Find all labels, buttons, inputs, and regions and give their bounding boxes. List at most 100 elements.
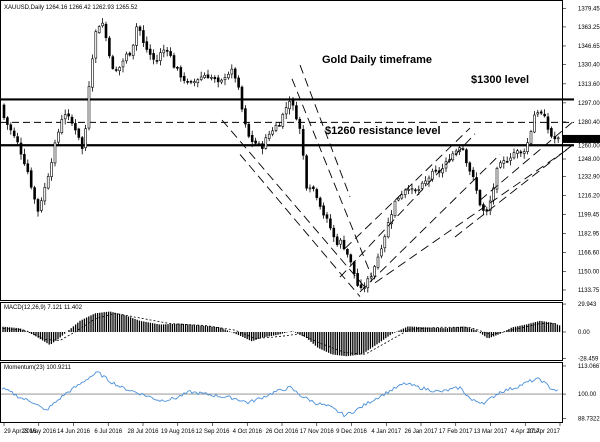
candle-body <box>533 114 536 133</box>
candle-body <box>186 81 189 83</box>
y-tick-label: 1182.95 <box>578 232 600 238</box>
candle-body <box>223 77 227 80</box>
y-tick-label: 1346.65 <box>578 44 600 50</box>
candle-body <box>475 177 478 191</box>
candle-body <box>352 261 356 275</box>
candle-body <box>50 162 53 177</box>
candle-body <box>46 176 50 189</box>
x-tick-label: 13 Mar 2017 <box>474 429 508 435</box>
candle-body <box>356 272 359 286</box>
candle-body <box>380 248 383 257</box>
candle-body <box>114 69 118 71</box>
candle-body <box>6 117 9 125</box>
candle-body <box>138 26 142 31</box>
candle-body <box>556 137 560 140</box>
candle-body <box>19 142 23 155</box>
x-tick-label: 26 Oct 2016 <box>266 429 299 435</box>
candle-body <box>67 113 70 117</box>
candle-body <box>539 111 543 114</box>
level-1300-annotation: $1300 level <box>471 74 529 86</box>
trend-line <box>479 119 576 201</box>
candle-body <box>288 101 291 110</box>
candle-body <box>111 56 115 69</box>
candle-body <box>108 37 111 57</box>
momentum-line <box>1 371 559 418</box>
candle-body <box>332 227 336 238</box>
y-tick-label: 1260.00 <box>578 143 600 149</box>
candle-body <box>206 74 210 79</box>
y-tick-label: 1216.20 <box>578 193 600 199</box>
y-tick-label: 1248.00 <box>578 157 600 163</box>
x-tick-label: 4 Apr 2017 <box>511 429 541 435</box>
candle-body <box>284 107 288 115</box>
candle-body <box>213 77 217 80</box>
candle-body <box>196 79 200 84</box>
candle-body <box>9 124 13 131</box>
candle-body <box>546 116 550 130</box>
candle-body <box>386 222 390 238</box>
candle-body <box>468 162 472 172</box>
candle-body <box>148 48 152 55</box>
candle-body <box>250 135 254 143</box>
candle-body <box>118 67 121 72</box>
macd-label: MACD(12,26,9) 7.121 11.402 <box>4 305 83 311</box>
candle-body <box>403 189 407 196</box>
candle-body <box>189 81 193 83</box>
candle-body <box>261 143 264 149</box>
trend-line <box>344 127 471 249</box>
candle-body <box>400 194 404 199</box>
y-tick-label: 1232.90 <box>578 174 600 180</box>
x-tick-label: 9 Dec 2016 <box>336 429 367 435</box>
candle-body <box>70 116 74 124</box>
candle-body <box>488 200 492 211</box>
candle-body <box>410 188 414 191</box>
candle-body <box>264 137 268 149</box>
trend-line <box>239 154 361 297</box>
candle-body <box>461 148 465 150</box>
candle-body <box>233 68 237 79</box>
candle-body <box>145 41 149 50</box>
candle-body <box>40 200 43 211</box>
x-tick-label: 4 Oct 2016 <box>233 429 263 435</box>
candle-body <box>247 123 251 137</box>
candle-body <box>295 105 298 120</box>
price-panel-frame <box>0 0 563 301</box>
candle-body <box>315 189 319 199</box>
candle-body <box>257 143 261 145</box>
candle-body <box>97 26 101 33</box>
candle-body <box>135 26 138 46</box>
candle-body <box>359 284 363 289</box>
candle-body <box>165 50 169 52</box>
candle-body <box>220 79 223 83</box>
candle-body <box>312 186 315 189</box>
candle-body <box>478 190 482 206</box>
candle-body <box>536 112 540 115</box>
candle-body <box>74 123 77 131</box>
candle-body <box>254 140 257 144</box>
trend-line <box>339 133 476 278</box>
candle-body <box>162 49 166 54</box>
trend-line <box>299 64 351 198</box>
candle-body <box>281 114 285 127</box>
x-tick-label: 19 Aug 2016 <box>161 429 195 435</box>
candle-body <box>274 124 278 131</box>
candle-body <box>318 197 322 207</box>
y-tick-label: 1330.40 <box>578 63 600 69</box>
candle-body <box>267 133 271 139</box>
y-tick-label: 1150.00 <box>578 269 600 275</box>
candle-body <box>131 44 135 56</box>
candle-body <box>271 130 274 135</box>
candle-body <box>471 169 475 178</box>
y-tick-label: 1166.60 <box>578 250 600 256</box>
candle-body <box>366 278 370 289</box>
chart-title: XAUUSD,Daily 1264.16 1266.42 1262.93 126… <box>4 5 138 11</box>
momentum-panel-frame <box>0 362 563 423</box>
candle-body <box>335 236 339 245</box>
candle-body <box>339 239 342 245</box>
momentum-tick-label: 100.00 <box>578 392 597 398</box>
x-tick-label: 26 Jan 2017 <box>404 429 438 435</box>
trend-line <box>221 119 369 292</box>
candle-body <box>516 150 519 154</box>
candle-body <box>393 200 397 217</box>
